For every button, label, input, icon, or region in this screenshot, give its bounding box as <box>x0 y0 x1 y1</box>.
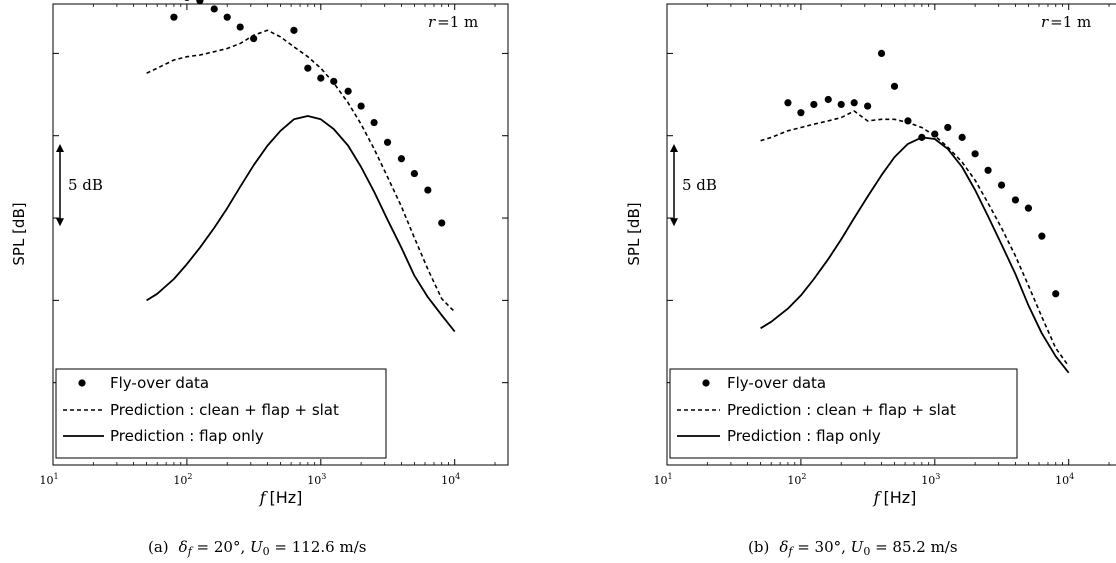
panel-a: 101 102 103 104 r =1 m 5 dB SPL [dB] f [Hz] F… <box>10 0 509 558</box>
x-tick-label: 102 <box>787 472 806 487</box>
data-point <box>290 26 298 34</box>
data-point <box>397 155 406 163</box>
scale-bar-label: 5 dB <box>682 176 717 194</box>
data-point <box>904 117 912 125</box>
data-point <box>984 166 992 174</box>
data-markers <box>170 0 446 227</box>
series-line-clean-flap-slat <box>760 110 1070 367</box>
x-axis-label: f [Hz] <box>259 488 303 507</box>
data-point <box>357 102 365 110</box>
x-tick-label: 102 <box>173 472 192 487</box>
data-point <box>317 74 325 82</box>
y-axis-label: SPL [dB] <box>625 202 643 265</box>
legend-marker-icon <box>702 379 710 387</box>
legend-label-flyover: Fly-over data <box>110 374 209 392</box>
data-markers <box>784 49 1060 298</box>
data-point <box>810 100 818 109</box>
data-point <box>1011 196 1020 204</box>
scale-bar: 5 dB <box>670 143 717 227</box>
legend: Fly-over data Prediction : clean + flap … <box>669 368 1018 459</box>
data-point <box>424 186 432 194</box>
data-point <box>1038 232 1046 240</box>
data-point <box>997 181 1006 189</box>
x-tick-label: 104 <box>441 472 460 487</box>
data-point <box>797 109 805 117</box>
data-point <box>383 138 392 146</box>
legend-label-clean-flap-slat: Prediction : clean + flap + slat <box>110 401 339 419</box>
x-tick-label: 101 <box>653 472 672 487</box>
data-point <box>438 219 446 227</box>
data-point <box>877 49 886 57</box>
series-lines <box>760 110 1070 374</box>
data-point <box>918 133 926 141</box>
data-point <box>837 100 845 109</box>
series-line-flap-only <box>146 115 456 333</box>
scale-bar: 5 dB <box>56 143 103 227</box>
scale-bar-arrow-down-icon <box>56 218 64 227</box>
data-point <box>170 13 178 21</box>
axis-ticks: 101 102 103 104 <box>39 4 508 487</box>
data-point <box>250 34 258 43</box>
legend-box <box>55 368 387 459</box>
x-axis-label: f [Hz] <box>873 488 917 507</box>
data-point <box>850 99 858 107</box>
data-point <box>971 150 979 158</box>
legend-label-flyover: Fly-over data <box>727 374 826 392</box>
data-point <box>864 102 872 110</box>
data-point <box>196 0 204 5</box>
panel-b: 101 102 103 104 r =1 m 5 dB SPL [dB] f [Hz] F… <box>625 3 1116 558</box>
data-point <box>958 133 966 141</box>
legend-box <box>669 368 1018 459</box>
data-point <box>824 95 832 104</box>
data-point <box>344 87 352 95</box>
data-point <box>784 99 792 107</box>
series-line-clean-flap-slat <box>146 29 456 313</box>
scale-bar-arrow-up-icon <box>670 143 678 152</box>
data-point <box>1024 204 1033 212</box>
y-axis-label: SPL [dB] <box>10 202 28 265</box>
data-point <box>931 130 939 138</box>
x-tick-label: 104 <box>1055 472 1074 487</box>
radius-annotation: r =1 m <box>428 13 478 31</box>
x-tick-label: 103 <box>921 472 940 487</box>
scale-bar-arrow-up-icon <box>56 143 64 152</box>
legend: Fly-over data Prediction : clean + flap … <box>55 368 387 459</box>
series-lines <box>146 29 456 333</box>
data-point <box>890 82 899 90</box>
data-point <box>223 13 231 21</box>
data-point <box>304 64 312 72</box>
data-point <box>410 169 419 178</box>
panel-caption: (b) δf = 30°, U0 = 85.2 m/s <box>748 538 958 558</box>
data-point <box>210 5 218 13</box>
series-line-flap-only <box>760 136 1070 374</box>
data-point <box>330 77 338 85</box>
scale-bar-label: 5 dB <box>68 176 103 194</box>
data-point <box>370 118 378 127</box>
data-point <box>1052 290 1060 298</box>
data-point <box>184 0 190 2</box>
legend-label-flap-only: Prediction : flap only <box>110 427 264 445</box>
radius-annotation: r =1 m <box>1041 13 1091 31</box>
x-tick-label: 101 <box>39 472 58 487</box>
axis-ticks: 101 102 103 104 <box>653 4 1110 487</box>
panel-caption: (a) δf = 20°, U0 = 112.6 m/s <box>148 538 366 558</box>
legend-label-clean-flap-slat: Prediction : clean + flap + slat <box>727 401 956 419</box>
data-point <box>944 123 952 132</box>
scale-bar-arrow-down-icon <box>670 218 678 227</box>
legend-label-flap-only: Prediction : flap only <box>727 427 881 445</box>
x-tick-label: 103 <box>307 472 326 487</box>
data-point <box>236 23 244 31</box>
legend-marker-icon <box>78 379 86 387</box>
